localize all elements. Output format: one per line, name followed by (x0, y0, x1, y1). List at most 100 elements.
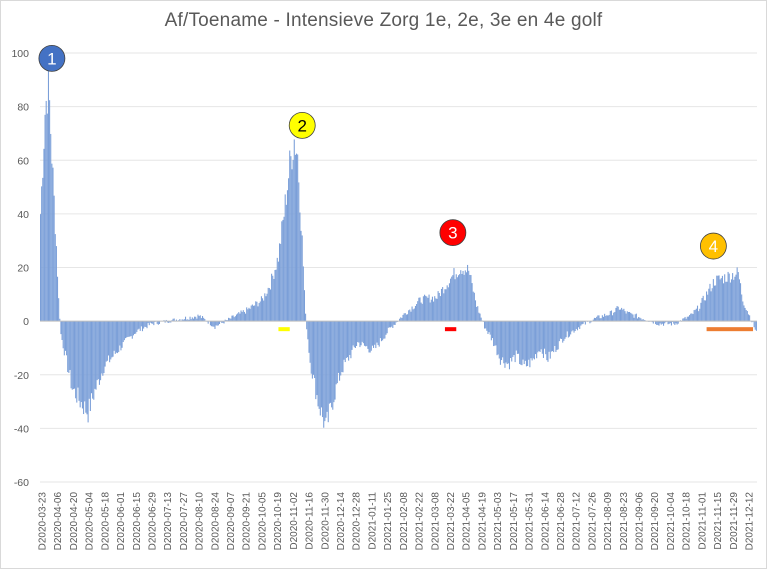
bar (420, 302, 422, 322)
bar (685, 318, 687, 322)
bar (224, 319, 226, 322)
bar (127, 321, 129, 337)
bar (360, 321, 362, 346)
bar (686, 316, 688, 322)
bar (606, 315, 608, 322)
bar (570, 321, 572, 335)
bar (52, 167, 54, 322)
bar (720, 278, 722, 322)
bar (683, 318, 685, 322)
bar (565, 321, 567, 338)
bar (257, 306, 259, 322)
bar (141, 321, 144, 332)
bar (455, 274, 457, 322)
bar (460, 270, 462, 322)
bar (635, 313, 637, 322)
bar (326, 321, 328, 412)
bar (356, 321, 358, 346)
bar (551, 321, 554, 352)
bar (384, 321, 386, 339)
bar (422, 296, 424, 322)
bar (525, 321, 528, 367)
bar (344, 321, 346, 363)
bar (348, 321, 350, 361)
bar (98, 321, 100, 385)
bar (100, 321, 102, 381)
bar (129, 321, 131, 337)
bar (400, 317, 402, 322)
bar (418, 297, 420, 322)
bar (297, 154, 299, 322)
bar (234, 316, 236, 322)
bar (182, 319, 184, 322)
bar (346, 321, 349, 358)
bar (165, 319, 167, 322)
bar (156, 321, 158, 324)
bar (306, 321, 308, 330)
bar (327, 321, 329, 423)
x-tick-label: D2020-08-10 (195, 492, 206, 551)
x-tick-label: D2021-05-03 (493, 492, 504, 551)
bar (112, 321, 114, 357)
bar (58, 298, 60, 322)
bar (92, 321, 94, 399)
x-tick-label: D2021-05-17 (509, 492, 520, 551)
bar (619, 309, 622, 322)
bar (667, 321, 669, 325)
bar (626, 311, 628, 322)
bar (440, 288, 443, 322)
bar (71, 321, 73, 390)
bar (349, 321, 351, 355)
bar (710, 291, 712, 322)
bar (407, 314, 409, 322)
bar (134, 321, 136, 334)
bar (496, 321, 498, 356)
bar (479, 313, 481, 322)
bar (331, 321, 333, 408)
bar (73, 321, 76, 389)
bar (617, 306, 619, 322)
bar (469, 274, 471, 322)
bar (345, 321, 347, 358)
bar (518, 321, 520, 354)
bar (668, 321, 670, 324)
bar (514, 321, 516, 363)
bar (416, 304, 418, 322)
bar (295, 153, 298, 322)
x-tick-label: D2020-06-29 (147, 492, 158, 551)
bar (292, 159, 294, 322)
bar (542, 321, 544, 358)
bar (544, 321, 546, 349)
bar (584, 321, 586, 325)
bar (274, 270, 276, 322)
bar (616, 306, 618, 322)
bar (340, 321, 342, 376)
bar (533, 321, 535, 360)
markers (278, 327, 754, 332)
bar (652, 321, 654, 324)
bar (388, 321, 390, 328)
x-tick-label: D2021-07-26 (587, 492, 598, 551)
x-tick-label: D2021-11-29 (729, 492, 740, 550)
bar (212, 321, 214, 327)
bar (42, 177, 44, 322)
bar (737, 272, 739, 322)
bar (718, 275, 720, 322)
bar (444, 289, 446, 322)
bar (96, 321, 98, 381)
bar (390, 321, 392, 328)
bar (105, 321, 107, 362)
bar (369, 321, 371, 353)
bar (742, 301, 744, 322)
x-tick-label: D2021-01-11 (367, 492, 378, 550)
bar (716, 275, 718, 322)
bar (316, 321, 318, 396)
bar (218, 321, 221, 325)
y-tick-label: 60 (17, 155, 29, 167)
bar (743, 305, 745, 322)
bar (143, 321, 145, 329)
bar (94, 321, 96, 389)
bar (41, 186, 43, 322)
bar (197, 314, 199, 322)
bar (746, 311, 748, 322)
